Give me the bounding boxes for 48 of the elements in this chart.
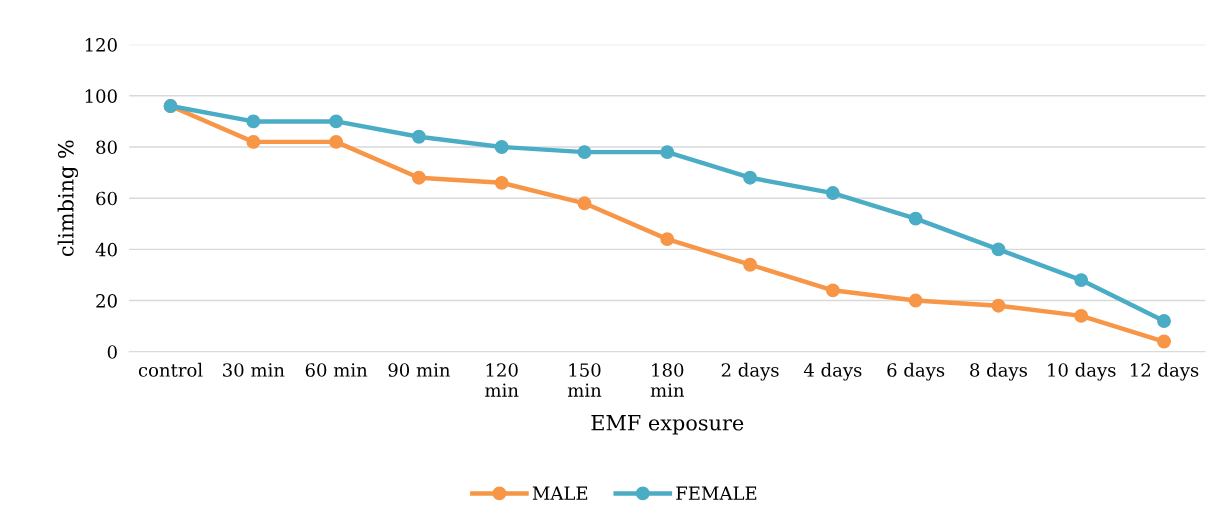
point bbox=[494, 175, 509, 190]
point bbox=[743, 170, 758, 185]
point bbox=[660, 145, 675, 160]
point bbox=[743, 257, 758, 272]
y-tick-label: 40 bbox=[95, 242, 117, 257]
point bbox=[246, 114, 261, 129]
point bbox=[825, 186, 840, 201]
x-tick-label: 30 min bbox=[223, 363, 285, 377]
x-tick-label: 120 min bbox=[485, 363, 519, 397]
point bbox=[991, 242, 1006, 257]
legend-label: MALE bbox=[532, 486, 588, 500]
point bbox=[494, 140, 509, 154]
y-tick-label: 80 bbox=[96, 140, 117, 155]
y-tick-label: 120 bbox=[85, 38, 117, 52]
point bbox=[1074, 273, 1089, 288]
x-axis-title: EMF exposure bbox=[591, 415, 744, 435]
point bbox=[1157, 334, 1171, 349]
x-tick-label: 2 days bbox=[721, 362, 779, 381]
x-tick-label: 150 min bbox=[567, 363, 602, 397]
y-tick-label: 60 bbox=[96, 191, 117, 206]
point bbox=[991, 298, 1006, 313]
y-tick-label: 100 bbox=[85, 89, 117, 103]
x-tick-label: control bbox=[138, 362, 203, 377]
legend-label: FEMALE bbox=[676, 486, 757, 500]
point bbox=[825, 283, 840, 298]
x-tick-label: 60 min bbox=[305, 363, 368, 377]
x-tick-label: 6 days bbox=[887, 362, 945, 381]
point bbox=[1157, 314, 1171, 328]
point bbox=[411, 170, 426, 185]
y-tick-label: 0 bbox=[107, 345, 117, 359]
x-tick-label: 4 days bbox=[803, 362, 862, 381]
point bbox=[329, 114, 344, 129]
point bbox=[577, 196, 592, 211]
x-tick-label: 10 days bbox=[1048, 362, 1116, 381]
x-tick-label: 180 min bbox=[650, 363, 685, 397]
x-tick-label: 90 min bbox=[388, 363, 451, 377]
point bbox=[1074, 308, 1089, 323]
point bbox=[577, 145, 592, 160]
x-tick-label: 12 days bbox=[1130, 362, 1199, 381]
x-tick-label: 8 days bbox=[970, 362, 1028, 381]
point bbox=[908, 211, 923, 226]
point bbox=[660, 232, 675, 247]
point bbox=[329, 134, 344, 149]
point bbox=[246, 134, 261, 149]
y-tick-label: 20 bbox=[96, 294, 117, 308]
y-axis-title: climbing % bbox=[57, 140, 79, 257]
point bbox=[411, 129, 426, 144]
point bbox=[908, 293, 923, 308]
